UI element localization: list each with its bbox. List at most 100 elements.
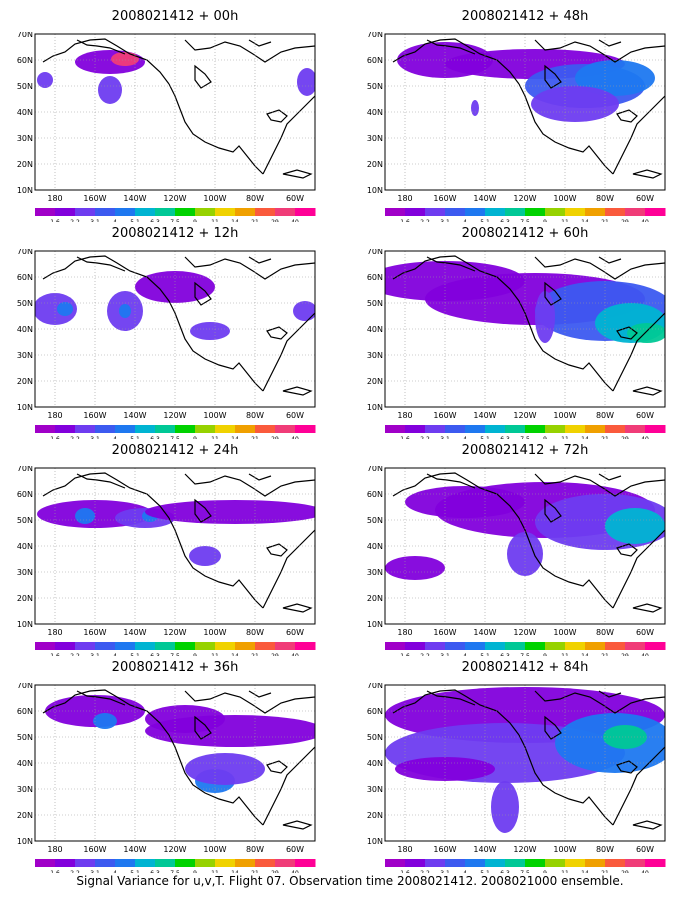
coastline: [184, 39, 316, 63]
colorbar-swatch: [625, 425, 646, 433]
colorbar-swatch: [445, 208, 466, 216]
colorbar-label: 14: [231, 436, 239, 439]
colorbar-swatch: [235, 859, 256, 867]
panel-title: 2008021412 + 00h: [111, 9, 239, 24]
colorbar-label: 3.1: [440, 436, 450, 439]
colorbar-swatch: [425, 642, 446, 650]
colorbar-swatch: [55, 208, 76, 216]
lon-label: 140W: [123, 628, 146, 637]
coastline: [266, 326, 288, 340]
coastline: [632, 820, 663, 830]
coastline-layer: [392, 689, 666, 830]
lat-label: 70N: [17, 249, 33, 256]
lon-label: 140W: [123, 845, 146, 854]
colorbar-label: 40: [291, 436, 299, 439]
colorbar-label: 6.3: [150, 653, 160, 656]
colorbar-swatch: [135, 425, 156, 433]
colorbar-label: 4: [463, 653, 467, 656]
coastline: [518, 300, 614, 392]
variance-blob: [185, 753, 265, 785]
colorbar-swatch: [195, 425, 216, 433]
lon-label: 180: [397, 628, 412, 637]
coastline: [518, 734, 614, 826]
colorbar-label: 11: [561, 653, 569, 656]
colorbar-label: 6.3: [150, 436, 160, 439]
coastline: [392, 38, 520, 85]
colorbar-swatch: [95, 425, 116, 433]
colorbar-swatch: [485, 642, 506, 650]
coastline: [262, 746, 316, 826]
colorbar-label: 29: [271, 219, 279, 222]
colorbar-swatch: [215, 425, 236, 433]
variance-blob: [35, 293, 77, 325]
colorbar-swatch: [135, 642, 156, 650]
map-frame: [34, 467, 316, 625]
colorbar-swatch: [605, 425, 626, 433]
colorbar-swatch: [275, 425, 296, 433]
lat-label: 50N: [367, 733, 383, 742]
variance-layer: [37, 500, 315, 566]
colorbar-label: 14: [581, 653, 589, 656]
colorbar-label: 5.1: [130, 870, 140, 873]
lon-label: 100W: [203, 845, 226, 854]
colorbar-swatch: [115, 642, 136, 650]
lon-label: 80W: [596, 411, 614, 420]
colorbar-swatch: [275, 859, 296, 867]
variance-blob: [190, 322, 230, 340]
lat-label: 40N: [367, 542, 383, 551]
colorbar-swatch: [565, 642, 586, 650]
lon-label: 160W: [433, 845, 456, 854]
coastline: [426, 690, 476, 706]
colorbar-label: 9: [193, 219, 197, 222]
colorbar-swatch: [55, 859, 76, 867]
colorbar-label: 40: [641, 219, 649, 222]
coastline-layer: [392, 255, 666, 396]
colorbar-swatch: [485, 208, 506, 216]
colorbar-swatch: [115, 859, 136, 867]
colorbar-swatch: [195, 208, 216, 216]
coastline: [266, 760, 288, 774]
coastline: [616, 109, 638, 123]
colorbar-swatch: [75, 208, 96, 216]
colorbar-label: 21: [601, 219, 609, 222]
colorbar-swatch: [545, 425, 566, 433]
lat-label: 60N: [367, 707, 383, 716]
coastline: [544, 715, 562, 740]
colorbar-swatch: [55, 642, 76, 650]
lon-label: 120W: [513, 194, 536, 203]
colorbar-swatch: [75, 642, 96, 650]
variance-layer: [37, 50, 315, 104]
coastline: [266, 543, 288, 557]
variance-layer: [385, 482, 665, 580]
colorbar-swatch: [585, 425, 606, 433]
colorbar-swatch: [295, 208, 316, 216]
coastline: [534, 39, 666, 63]
coastline: [262, 312, 316, 392]
colorbar-label: 29: [271, 653, 279, 656]
figure-caption: Signal Variance for u,v,T. Flight 07. Ob…: [76, 874, 624, 888]
colorbar-swatch: [255, 642, 276, 650]
grid-layer: [35, 468, 315, 624]
colorbar-label: 5.1: [480, 870, 490, 873]
lon-label: 60W: [636, 411, 654, 420]
colorbar-label: 7.5: [520, 870, 530, 873]
lat-label: 40N: [367, 759, 383, 768]
colorbar-swatch: [115, 208, 136, 216]
coastline: [282, 169, 313, 179]
colorbar-label: 3.1: [440, 870, 450, 873]
colorbar-label: 7.5: [170, 870, 180, 873]
lon-label: 80W: [596, 628, 614, 637]
lat-label: 70N: [17, 32, 33, 39]
colorbar-swatch: [465, 642, 486, 650]
colorbar-label: 29: [271, 870, 279, 873]
lat-label: 70N: [17, 683, 33, 690]
colorbar-swatch: [175, 642, 196, 650]
colorbar-swatch: [385, 208, 406, 216]
coastline: [598, 39, 622, 47]
panel-84h: 2008021412 + 84h 70N 60N 50N 40N 30N 20N 10N 18…: [360, 659, 690, 873]
colorbar-label: 2.2: [70, 436, 80, 439]
coastline: [282, 603, 313, 613]
colorbar-swatch: [505, 859, 526, 867]
colorbar-swatch: [425, 208, 446, 216]
colorbar-label: 14: [231, 219, 239, 222]
